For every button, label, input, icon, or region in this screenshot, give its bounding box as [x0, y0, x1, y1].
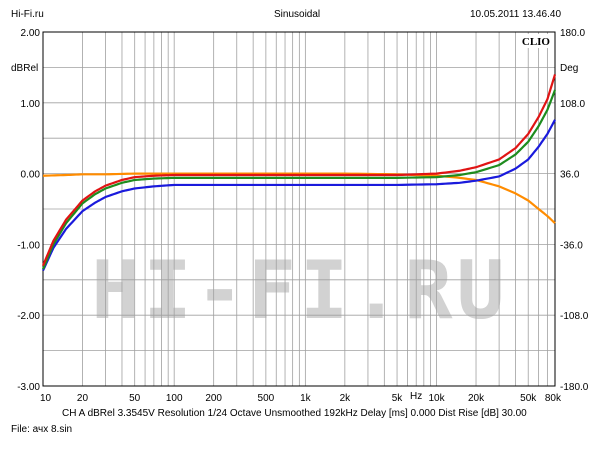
y2-axis-label: Deg — [560, 63, 578, 74]
series-line-3 — [41, 89, 557, 270]
x-tick-label: 100 — [166, 393, 183, 404]
file-name: File: ачх 8.sin — [11, 424, 73, 435]
watermark-text: HI-FI.RU — [91, 244, 508, 337]
y-tick-label: 0.00 — [21, 170, 41, 181]
y-axis-label: dBRel — [11, 63, 38, 74]
x-tick-label: 20 — [77, 393, 89, 404]
x-tick-label: 50 — [129, 393, 141, 404]
x-tick-label: 10 — [40, 393, 52, 404]
clio-badge: CLIO — [522, 36, 551, 48]
header-center: Sinusoidal — [274, 9, 321, 20]
x-tick-label: 1k — [300, 393, 312, 404]
y-tick-label: -2.00 — [17, 311, 40, 322]
tick-labels: 10 20 50 100 200 500 1k 2k 5k 10k 20k 50k 80k 2.00 1.0… — [17, 28, 589, 404]
y-tick-label: 2.00 — [21, 28, 41, 39]
series-line-2 — [41, 119, 556, 272]
x-tick-label: 10k — [428, 393, 445, 404]
x-axis-label: Hz — [410, 391, 422, 402]
y2-tick-label: -36.0 — [560, 240, 583, 251]
plot-frame — [42, 31, 556, 387]
grid — [43, 32, 555, 386]
y2-tick-label: 36.0 — [560, 170, 580, 181]
y-tick-label: -3.00 — [17, 382, 40, 393]
header-left: Hi-Fi.ru — [11, 9, 44, 20]
x-tick-label: 200 — [205, 393, 222, 404]
y2-tick-label: 180.0 — [560, 28, 585, 39]
y-tick-label: 1.00 — [21, 99, 41, 110]
header-right: 10.05.2011 13.46.40 — [470, 9, 562, 20]
y2-tick-label: -108.0 — [560, 311, 589, 322]
x-tick-label: 80k — [545, 393, 562, 404]
y2-tick-label: -180.0 — [560, 382, 589, 393]
x-tick-label: 2k — [340, 393, 352, 404]
x-tick-label: 5k — [392, 393, 404, 404]
clio-badge-box — [516, 34, 552, 48]
y-tick-label: -1.00 — [17, 240, 40, 251]
y2-tick-label: 108.0 — [560, 99, 585, 110]
series-line-4 — [41, 74, 557, 267]
x-tick-label: 500 — [258, 393, 275, 404]
series-lines — [41, 74, 557, 272]
watermark: HI-FI.RU — [91, 244, 508, 337]
x-tick-label: 50k — [520, 393, 537, 404]
status-line: CH A dBRel 3.3545V Resolution 1/24 Octav… — [62, 408, 527, 419]
x-tick-label: 20k — [468, 393, 485, 404]
